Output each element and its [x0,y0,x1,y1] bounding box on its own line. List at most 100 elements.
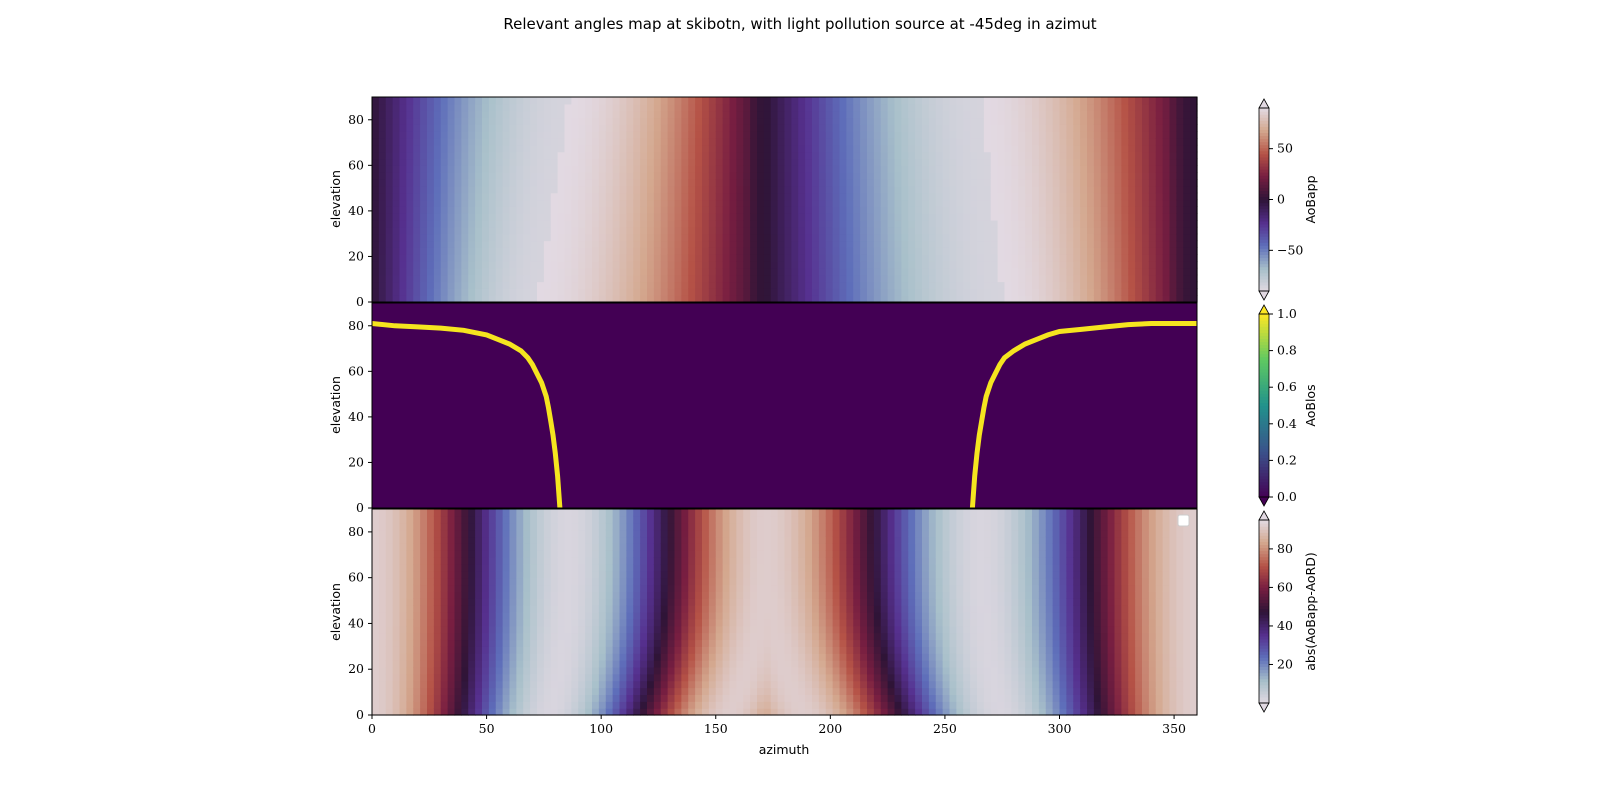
heatmap-cell [963,254,971,262]
heatmap-cell [1121,240,1129,248]
heatmap-cell [523,515,531,524]
heatmap-cell [915,172,923,180]
heatmap-cell [502,515,511,524]
heatmap-cell [495,557,504,565]
heatmap-cell [502,687,511,695]
heatmap-cell [550,639,559,647]
heatmap-cell [495,138,504,146]
heatmap-cell [702,185,710,194]
heatmap-cell [818,192,827,201]
heatmap-cell [619,179,627,187]
heatmap-cell [1093,220,1102,228]
heatmap-cell [667,199,676,207]
heatmap-cell [956,295,964,303]
heatmap-cell [1148,117,1157,125]
heatmap-cell [509,288,517,296]
heatmap-cell [475,570,483,579]
heatmap-cell [427,117,435,125]
heatmap-cell [372,625,380,634]
heatmap-cell [612,288,621,296]
heatmap-cell [598,281,607,289]
heatmap-cell [385,618,394,627]
heatmap-cell [990,233,999,242]
heatmap-cell [557,639,566,647]
heatmap-cell [454,274,462,283]
heatmap-cell [468,625,476,634]
heatmap-cell [592,185,600,194]
heatmap-cell [1183,254,1191,262]
heatmap-cell [612,131,621,139]
heatmap-cell [420,131,428,139]
heatmap-cell [372,570,380,579]
heatmap-cell [818,247,827,255]
heatmap-cell [495,598,504,606]
heatmap-cell [447,509,456,517]
heatmap-cell [475,124,483,132]
heatmap-cell [612,151,621,160]
heatmap-cell [1114,213,1122,221]
heatmap-cell [860,233,868,242]
heatmap-cell [598,680,607,689]
heatmap-cell [495,666,504,675]
heatmap-cell [750,267,758,276]
heatmap-cell [667,110,676,119]
heatmap-cell [715,110,724,119]
heatmap-cell [1073,226,1081,235]
heatmap-cell [743,117,751,125]
heatmap-cell [990,158,999,166]
heatmap-cell [743,267,751,276]
heatmap-cell [516,550,524,558]
heatmap-cell [1073,288,1081,296]
heatmap-cell [427,660,435,668]
heatmap-cell [990,247,999,255]
heatmap-cell [413,625,421,634]
heatmap-cell [378,103,387,112]
heatmap-cell [420,185,428,194]
heatmap-cell [420,605,428,613]
heatmap-cell [578,233,586,242]
heatmap-cell [1107,206,1116,214]
heatmap-cell [633,577,641,586]
heatmap-cell [385,240,394,248]
heatmap-cell [626,254,634,262]
heatmap-cell [420,563,428,572]
heatmap-cell [564,233,572,242]
heatmap-cell [1093,103,1102,112]
heatmap-cell [708,192,717,201]
heatmap-cell [633,515,641,524]
heatmap-cell [550,226,559,235]
heatmap-cell [1183,185,1191,194]
heatmap-cell [736,110,744,119]
heatmap-cell [475,653,483,661]
heatmap-cell [605,206,614,214]
heatmap-cell [1100,199,1109,207]
heatmap-cell [1142,240,1150,248]
heatmap-cell [722,274,731,283]
heatmap-cell [605,117,614,125]
heatmap-cell [750,117,758,125]
heatmap-cell [832,213,841,221]
heatmap-cell [578,653,586,661]
heatmap-cell [743,261,751,269]
heatmap-cell [1066,206,1074,214]
heatmap-cell [1148,274,1157,283]
heatmap-cell [963,158,971,166]
heatmap-cell [647,117,655,125]
heatmap-cell [770,213,779,221]
heatmap-cell [633,220,641,228]
heatmap-cell [1093,192,1102,201]
heatmap-cell [763,267,772,276]
heatmap-cell [488,179,497,187]
heatmap-cell [399,254,407,262]
heatmap-cell [935,288,944,296]
heatmap-cell [378,509,387,517]
heatmap-cell [385,103,394,112]
heatmap-cell [942,185,951,194]
heatmap-cell [729,179,737,187]
heatmap-cell [1045,233,1054,242]
heatmap-cell [1128,158,1136,166]
heatmap-cell [585,687,593,695]
heatmap-cell [653,192,662,201]
heatmap-cell [977,103,985,112]
heatmap-cell [585,509,593,517]
